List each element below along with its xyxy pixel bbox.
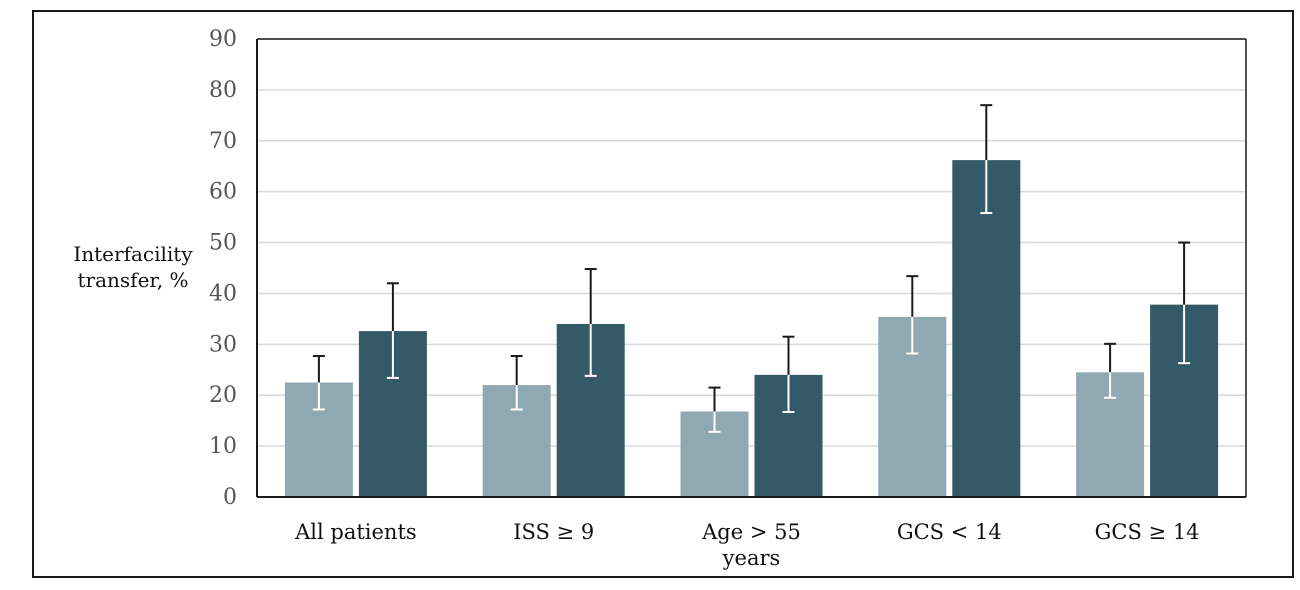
- category-label-line: All patients: [294, 520, 417, 544]
- error-bar-series1-5: [1104, 342, 1117, 399]
- y-tick-label: 30: [209, 332, 237, 357]
- error-bar-series1-4: [906, 275, 919, 355]
- category-label-line: Age > 55: [701, 520, 801, 544]
- error-bar-series2-3: [782, 335, 795, 414]
- category-label-line: ISS ≥ 9: [513, 520, 594, 544]
- error-bar-series2-2: [584, 268, 597, 377]
- y-axis-label-line: Interfacility: [73, 242, 193, 266]
- y-tick-label: 60: [209, 180, 237, 205]
- category-label: All patients: [294, 520, 417, 544]
- y-tick-label: 20: [209, 383, 237, 408]
- chart-frame: [32, 10, 1294, 578]
- category-label: ISS ≥ 9: [513, 520, 594, 544]
- y-axis-label: Interfacility transfer, %: [73, 242, 193, 292]
- y-tick-label: 0: [223, 485, 237, 510]
- error-bar-series2-1: [386, 282, 399, 379]
- y-tick-label: 90: [209, 27, 237, 52]
- category-label-line: GCS ≥ 14: [1095, 520, 1200, 544]
- error-bar-series2-4: [980, 104, 993, 215]
- category-label-line: GCS < 14: [897, 520, 1002, 544]
- category-label: Age > 55 years: [701, 520, 801, 570]
- category-label-line: years: [722, 546, 781, 570]
- y-tick-label: 70: [209, 129, 237, 154]
- error-bar-series2-5: [1178, 241, 1191, 365]
- y-tick-label: 10: [209, 434, 237, 459]
- bar-series2-4: [952, 160, 1021, 498]
- y-tick-label: 50: [209, 231, 237, 256]
- error-bar-series1-2: [510, 355, 523, 411]
- y-tick-label: 80: [209, 78, 237, 103]
- error-bar-series1-3: [708, 386, 721, 433]
- error-bar-series1-1: [312, 355, 325, 411]
- category-label: GCS < 14: [897, 520, 1002, 544]
- y-tick-label: 40: [209, 281, 237, 306]
- category-label: GCS ≥ 14: [1095, 520, 1200, 544]
- y-axis-label-line: transfer, %: [78, 268, 189, 292]
